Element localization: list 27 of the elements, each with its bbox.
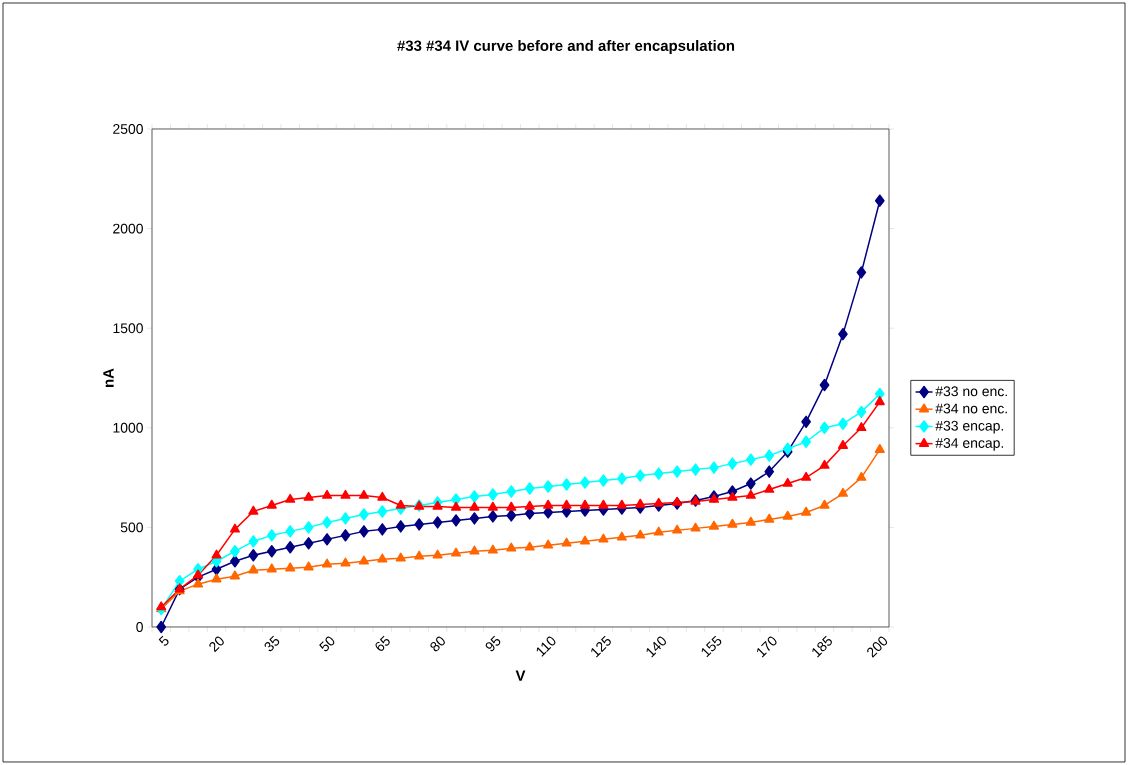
x-tick-label: 80 — [430, 636, 445, 652]
x-tick-label: 20 — [209, 636, 224, 653]
y-axis-title: nA — [103, 368, 114, 387]
x-tick-label: 170 — [757, 636, 777, 658]
x-axis-title: V — [515, 670, 526, 681]
x-tick-label: 125 — [591, 635, 611, 658]
x-tick-label: 185 — [812, 635, 832, 658]
legend-label: #34 no enc. — [935, 403, 1007, 414]
x-tick-label: 140 — [646, 636, 666, 658]
y-tick-label: 2000 — [113, 223, 143, 234]
legend-label: #34 encap. — [935, 438, 1004, 451]
x-tick-label: 95 — [485, 635, 501, 652]
chart-title: #33 #34 IV curve before and after encapsulation — [397, 40, 735, 54]
y-tick-label: 1000 — [113, 422, 143, 433]
x-tick-label: 65 — [375, 635, 390, 651]
x-tick-label: 35 — [264, 635, 280, 652]
x-tick-label: 5 — [158, 635, 169, 646]
x-tick-label: 50 — [319, 636, 335, 652]
y-tick-label: 0 — [136, 622, 143, 632]
y-tick-label: 2500 — [113, 124, 143, 134]
y-tick-label: 1500 — [113, 323, 143, 334]
x-tick-label: 110 — [536, 636, 556, 657]
legend-label: #33 no enc. — [935, 386, 1007, 397]
legend-label: #33 encap. — [935, 420, 1004, 434]
x-tick-label: 155 — [701, 635, 722, 658]
y-tick-label: 500 — [120, 522, 143, 533]
x-tick-label: 200 — [867, 636, 888, 658]
